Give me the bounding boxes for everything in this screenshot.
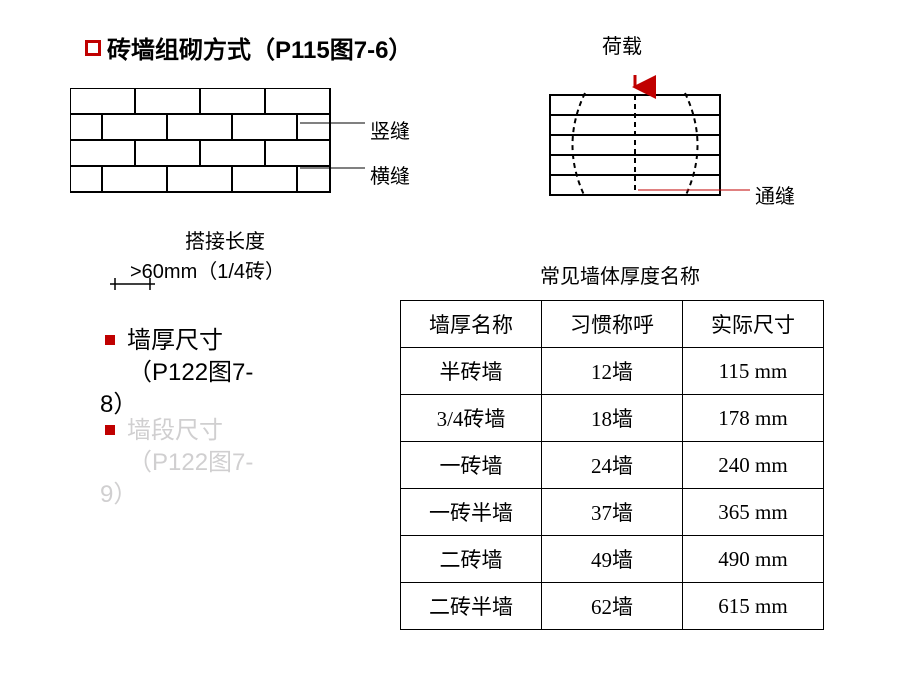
table-cell: 3/4砖墙 [401,395,542,442]
table-row: 3/4砖墙18墙178 mm [401,395,824,442]
through-joint-label: 通缝 [755,180,795,209]
title-row: 砖墙组砌方式（P115图7-6） [85,30,412,65]
bullet-icon [105,335,115,345]
page-title: 砖墙组砌方式（P115图7-6） [107,30,412,65]
table-cell: 178 mm [683,395,824,442]
subtitle-wall-thickness: 墙厚尺寸 [105,320,223,355]
overlap-label: 搭接长度 [185,225,265,254]
table-row: 一砖墙24墙240 mm [401,442,824,489]
table-cell: 12墙 [542,348,683,395]
table-cell: 490 mm [683,536,824,583]
table-cell: 115 mm [683,348,824,395]
table-title: 常见墙体厚度名称 [540,260,700,289]
brick-wall-diagram [70,88,370,218]
subtitle-wall-segment: 墙段尺寸 [105,410,223,445]
table-cell: 240 mm [683,442,824,489]
table-cell: 62墙 [542,583,683,630]
th-alias: 习惯称呼 [542,301,683,348]
horizontal-joint-label: 横缝 [370,160,410,189]
th-size: 实际尺寸 [683,301,824,348]
subtitle-cont2-gray: 9） [100,474,137,509]
bullet-icon [85,40,101,56]
table-cell: 37墙 [542,489,683,536]
load-label: 荷载 [602,30,642,59]
subtitle-cont: （P122图7- [128,352,253,387]
wall-thickness-table: 墙厚名称 习惯称呼 实际尺寸 半砖墙12墙115 mm3/4砖墙18墙178 m… [400,300,824,630]
table-row: 半砖墙12墙115 mm [401,348,824,395]
subtitle-text-gray: 墙段尺寸 [127,417,223,444]
table-cell: 二砖半墙 [401,583,542,630]
vertical-joint-label: 竖缝 [370,115,410,144]
table-cell: 二砖墙 [401,536,542,583]
table-row: 二砖半墙62墙615 mm [401,583,824,630]
dimension-mark [110,278,160,298]
table-cell: 24墙 [542,442,683,489]
table-header-row: 墙厚名称 习惯称呼 实际尺寸 [401,301,824,348]
load-diagram [530,75,760,225]
table-cell: 18墙 [542,395,683,442]
th-name: 墙厚名称 [401,301,542,348]
bullet-icon [105,425,115,435]
table-cell: 一砖半墙 [401,489,542,536]
table-cell: 49墙 [542,536,683,583]
table-cell: 半砖墙 [401,348,542,395]
table-cell: 一砖墙 [401,442,542,489]
table-row: 二砖墙49墙490 mm [401,536,824,583]
subtitle-cont-gray: （P122图7- [128,442,253,477]
table-cell: 365 mm [683,489,824,536]
table-cell: 615 mm [683,583,824,630]
subtitle-text: 墙厚尺寸 [127,327,223,354]
table-row: 一砖半墙37墙365 mm [401,489,824,536]
